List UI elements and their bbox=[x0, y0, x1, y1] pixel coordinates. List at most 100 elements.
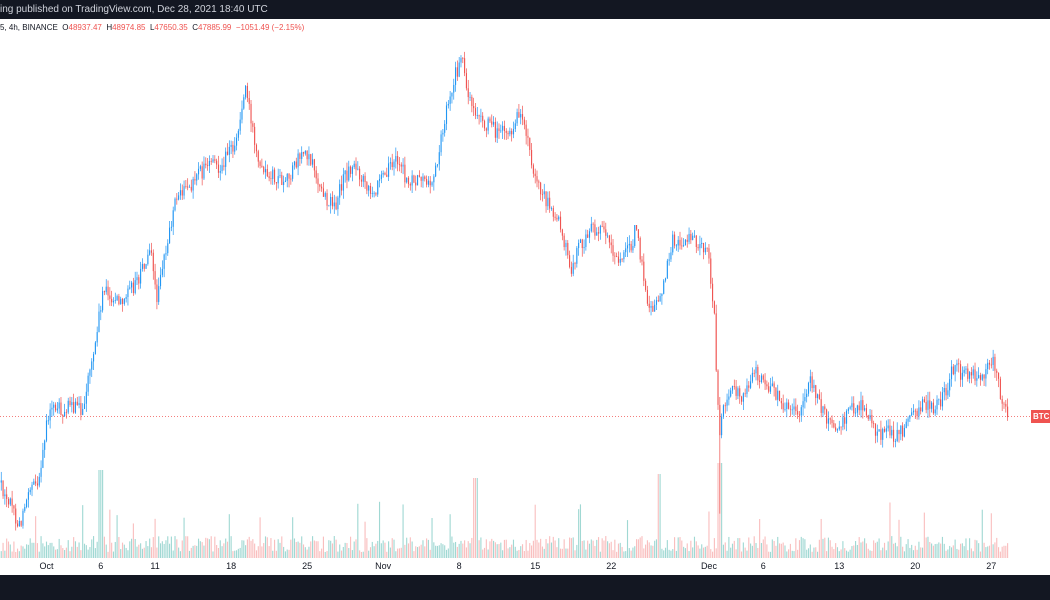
x-tick-label: 22 bbox=[606, 561, 616, 571]
volume-bar bbox=[284, 551, 286, 558]
candle bbox=[165, 245, 167, 261]
volume-bar bbox=[759, 519, 761, 558]
candle bbox=[1005, 399, 1007, 413]
volume-bar bbox=[940, 543, 942, 558]
volume-bar bbox=[469, 543, 471, 558]
volume-bar bbox=[409, 537, 411, 558]
candle bbox=[123, 297, 125, 306]
candle bbox=[903, 424, 906, 438]
candle bbox=[449, 91, 451, 111]
volume-bar bbox=[797, 549, 799, 558]
volume-bar bbox=[259, 517, 261, 558]
volume-bar bbox=[359, 550, 361, 558]
candle bbox=[695, 234, 697, 254]
volume-bar bbox=[87, 549, 89, 558]
candle bbox=[862, 395, 864, 419]
volume-bar bbox=[219, 540, 221, 558]
volume-bar bbox=[623, 551, 625, 558]
candle bbox=[295, 157, 297, 169]
candle bbox=[377, 180, 379, 197]
candle bbox=[170, 221, 172, 232]
candle bbox=[858, 401, 860, 416]
candle bbox=[554, 212, 556, 221]
candle bbox=[851, 396, 853, 411]
volume-bar bbox=[172, 550, 174, 558]
volume-bar bbox=[123, 544, 125, 558]
volume-bar bbox=[695, 541, 697, 558]
candle bbox=[312, 153, 314, 168]
volume-bar bbox=[677, 537, 679, 558]
candle bbox=[85, 383, 87, 412]
candle bbox=[482, 112, 484, 128]
volume-bar bbox=[771, 539, 773, 558]
volume-bar bbox=[565, 548, 567, 558]
candle bbox=[952, 363, 954, 376]
candle bbox=[183, 180, 185, 200]
volume-bar bbox=[197, 538, 200, 558]
candle bbox=[648, 295, 650, 313]
candle bbox=[185, 180, 187, 189]
volume-bar bbox=[212, 551, 214, 558]
volume-bar bbox=[498, 544, 500, 558]
volume-bar bbox=[900, 536, 902, 558]
candle bbox=[659, 293, 661, 302]
candle bbox=[427, 176, 429, 188]
volume-bar bbox=[6, 538, 8, 558]
volume-bar bbox=[902, 546, 904, 558]
candle bbox=[893, 421, 895, 448]
candle bbox=[934, 405, 936, 417]
candle bbox=[527, 128, 529, 147]
volume-bar bbox=[360, 551, 363, 558]
volume-bar bbox=[981, 509, 983, 558]
volume-bar bbox=[382, 540, 384, 558]
candle bbox=[473, 97, 475, 116]
volume-bars bbox=[0, 463, 1009, 558]
volume-bar bbox=[891, 536, 893, 558]
volume-bar bbox=[273, 539, 276, 558]
volume-bar bbox=[241, 540, 243, 558]
candle bbox=[731, 385, 734, 394]
volume-bar bbox=[871, 550, 873, 558]
volume-bar bbox=[614, 539, 616, 558]
candle bbox=[835, 423, 837, 432]
volume-bar bbox=[798, 540, 801, 558]
volume-bar bbox=[697, 545, 699, 558]
volume-bar bbox=[433, 542, 435, 558]
volume-bar bbox=[158, 536, 160, 558]
volume-bar bbox=[431, 518, 433, 558]
volume-bar bbox=[214, 536, 216, 558]
x-axis: Oct 6 11 18 25 Nov 8 15 22 Dec 6 13 20 27 bbox=[39, 561, 996, 571]
volume-bar bbox=[708, 511, 710, 558]
volume-bar bbox=[588, 543, 591, 558]
candle bbox=[500, 124, 502, 133]
volume-bar bbox=[420, 544, 422, 558]
candle bbox=[483, 119, 486, 132]
candle bbox=[608, 234, 610, 249]
volume-bar bbox=[793, 551, 795, 558]
candle bbox=[80, 396, 82, 421]
volume-bar bbox=[769, 551, 772, 558]
volume-bar bbox=[194, 545, 196, 558]
candle bbox=[916, 408, 918, 420]
volume-bar bbox=[726, 550, 728, 558]
volume-bar bbox=[491, 538, 493, 558]
candle bbox=[981, 373, 983, 382]
candle bbox=[945, 384, 947, 401]
volume-bar bbox=[710, 549, 712, 558]
candle bbox=[33, 478, 35, 485]
candle bbox=[447, 100, 449, 109]
volume-bar bbox=[464, 540, 466, 558]
candle bbox=[469, 91, 471, 101]
candle bbox=[520, 108, 522, 125]
volume-bar bbox=[228, 514, 230, 558]
candle bbox=[105, 279, 107, 295]
candle bbox=[196, 173, 198, 186]
candle bbox=[567, 240, 569, 259]
volume-bar bbox=[587, 540, 589, 558]
volume-bar bbox=[572, 537, 574, 558]
candle bbox=[413, 174, 415, 184]
candle bbox=[757, 364, 759, 386]
candle bbox=[596, 227, 598, 236]
candle bbox=[967, 363, 969, 382]
